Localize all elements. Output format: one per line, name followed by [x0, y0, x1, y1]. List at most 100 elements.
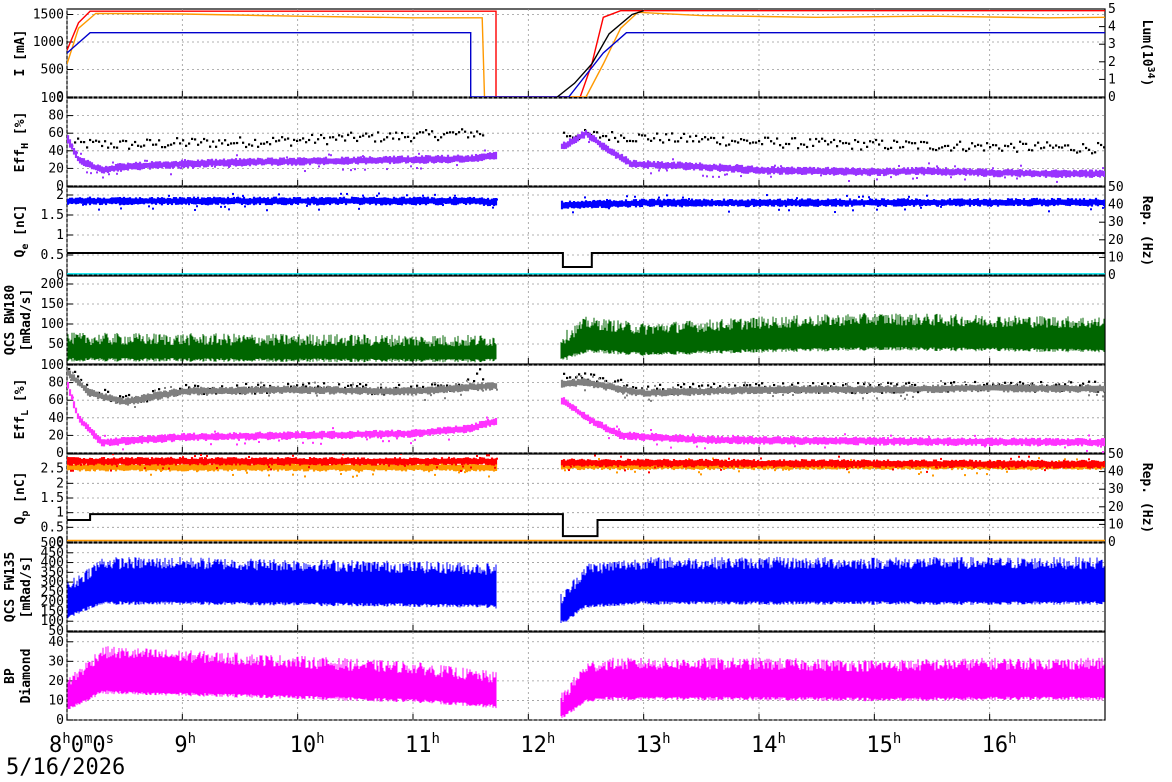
- scatter-point: [275, 140, 278, 143]
- scatter-point: [626, 384, 629, 387]
- scatter-point: [602, 377, 605, 380]
- scatter-point: [209, 145, 212, 148]
- scatter-point: [953, 381, 956, 384]
- scatter-point: [86, 171, 88, 174]
- scatter-point: [1030, 382, 1032, 385]
- series-group: [67, 313, 1105, 363]
- scatter-point: [360, 156, 362, 159]
- scatter-point: [444, 397, 446, 400]
- scatter-point: [592, 375, 594, 378]
- scatter-point: [308, 382, 311, 385]
- scatter-point: [449, 131, 452, 134]
- scatter-point: [464, 130, 467, 133]
- scatter-point: [406, 194, 408, 197]
- scatter-point: [720, 468, 722, 471]
- scatter-point: [359, 135, 362, 138]
- scatter-point: [635, 140, 638, 143]
- scatter-point: [246, 471, 248, 474]
- scatter-point: [446, 390, 448, 393]
- scatter-point: [192, 166, 194, 169]
- scatter-point: [473, 135, 476, 138]
- scatter-point: [932, 148, 935, 151]
- scatter-point: [576, 375, 578, 378]
- scatter-point: [1028, 148, 1031, 151]
- series-line: [67, 11, 1105, 97]
- scatter-point: [306, 204, 308, 207]
- scatter-point: [992, 143, 995, 147]
- scatter-point: [458, 383, 461, 386]
- scatter-point: [626, 140, 629, 143]
- scatter-point: [726, 173, 728, 176]
- noise-series: [67, 313, 1105, 363]
- scatter-point: [368, 135, 371, 138]
- scatter-point: [1004, 176, 1006, 179]
- scatter-point: [119, 395, 122, 398]
- scatter-point: [431, 130, 434, 133]
- scatter-point: [764, 136, 767, 139]
- scatter-point: [872, 141, 875, 144]
- scatter-point: [386, 168, 388, 171]
- scatter-point: [704, 447, 706, 450]
- scatter-point: [134, 140, 137, 144]
- scatter-point: [604, 380, 606, 383]
- scatter-point: [125, 394, 128, 398]
- scatter-point: [974, 145, 977, 148]
- scatter-point: [662, 388, 665, 391]
- scatter-point: [650, 399, 652, 402]
- scatter-point: [620, 455, 622, 458]
- scatter-point: [989, 146, 992, 149]
- scatter-point: [876, 208, 878, 211]
- scatter-point: [1079, 150, 1082, 153]
- scatter-point: [954, 165, 956, 168]
- scatter-point: [340, 472, 342, 475]
- scatter-point: [868, 382, 870, 385]
- scatter-point: [266, 209, 268, 212]
- scatter-point: [104, 388, 107, 392]
- scatter-point: [1064, 144, 1067, 147]
- scatter-point: [263, 384, 266, 387]
- scatter-point: [286, 156, 288, 159]
- scatter-point: [689, 135, 692, 138]
- y-axis-label-2: Diamond: [19, 649, 34, 704]
- scatter-point: [668, 138, 671, 142]
- scatter-point: [608, 207, 610, 210]
- scatter-point: [692, 140, 695, 143]
- scatter-point: [317, 385, 320, 388]
- scatter-point: [830, 141, 833, 144]
- scatter-point: [188, 203, 190, 206]
- scatter-point: [755, 382, 758, 386]
- y-tick-label: 80: [48, 109, 64, 124]
- scatter-point: [323, 136, 326, 140]
- scatter-point: [580, 375, 582, 378]
- scatter-point: [626, 394, 628, 397]
- scatter-point: [278, 193, 280, 196]
- scatter-point: [827, 382, 830, 385]
- scatter-point: [956, 143, 959, 146]
- scatter-point: [719, 143, 722, 146]
- scatter-point: [236, 154, 238, 157]
- scatter-point: [887, 381, 890, 384]
- scatter-point: [839, 140, 842, 143]
- scatter-point: [299, 139, 302, 142]
- scatter-point: [89, 138, 92, 142]
- scatter-point: [702, 174, 704, 177]
- scatter-point: [108, 173, 110, 176]
- scatter-point: [718, 175, 720, 178]
- scatter-point: [908, 141, 911, 144]
- scatter-point: [965, 149, 968, 153]
- scatter-point: [1102, 206, 1104, 209]
- scatter-point: [365, 383, 368, 387]
- scatter-point: [460, 393, 462, 396]
- y-tick-label: 40: [48, 635, 64, 650]
- scatter-point: [584, 389, 586, 392]
- scatter-point: [732, 434, 734, 437]
- y-tick-label: 0: [56, 90, 64, 105]
- scatter-point: [312, 441, 314, 444]
- scatter-point: [868, 196, 870, 199]
- scatter-point: [266, 141, 269, 144]
- scatter-point: [1067, 144, 1070, 147]
- scatter-point: [341, 135, 344, 138]
- scatter-point: [436, 466, 438, 469]
- scatter-point: [1102, 395, 1104, 398]
- scatter-point: [488, 454, 490, 457]
